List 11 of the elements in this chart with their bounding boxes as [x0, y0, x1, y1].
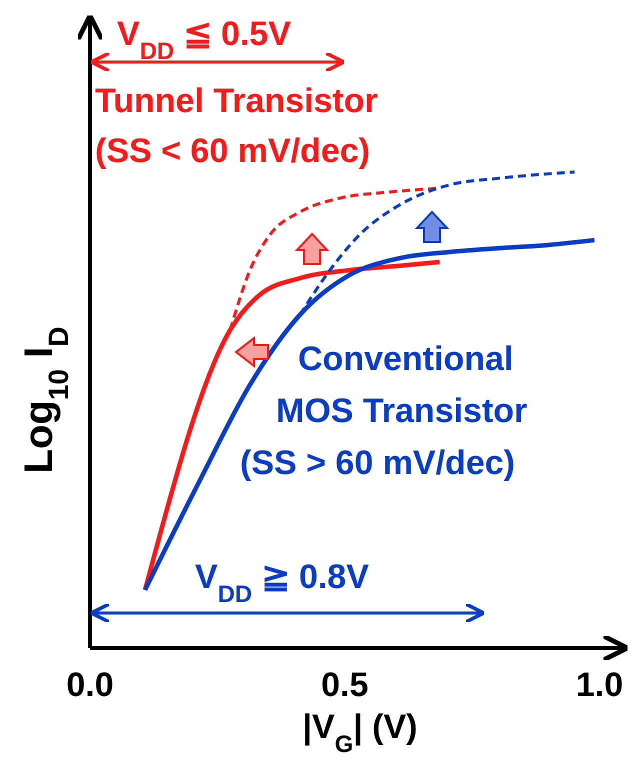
text: (SS < 60 mV/dec) — [95, 132, 370, 170]
annotation: MOS Transistor — [276, 392, 528, 430]
annotation: V$_{DD}$ ≧ 0.8V — [195, 558, 370, 608]
annotation: Conventional — [298, 340, 514, 378]
x-tick-label: 0.0 — [66, 666, 114, 704]
text: V$_{DD}$ ≦ 0.5V — [117, 15, 292, 64]
x-tick-label: 1.0 — [576, 666, 624, 704]
annotation: (SS > 60 mV/dec) — [240, 444, 515, 482]
x-axis-title: |V$_{G}$| (V) — [302, 708, 418, 758]
x-tick-label: 0.5 — [321, 666, 368, 704]
text: Tunnel Transistor — [95, 82, 378, 120]
